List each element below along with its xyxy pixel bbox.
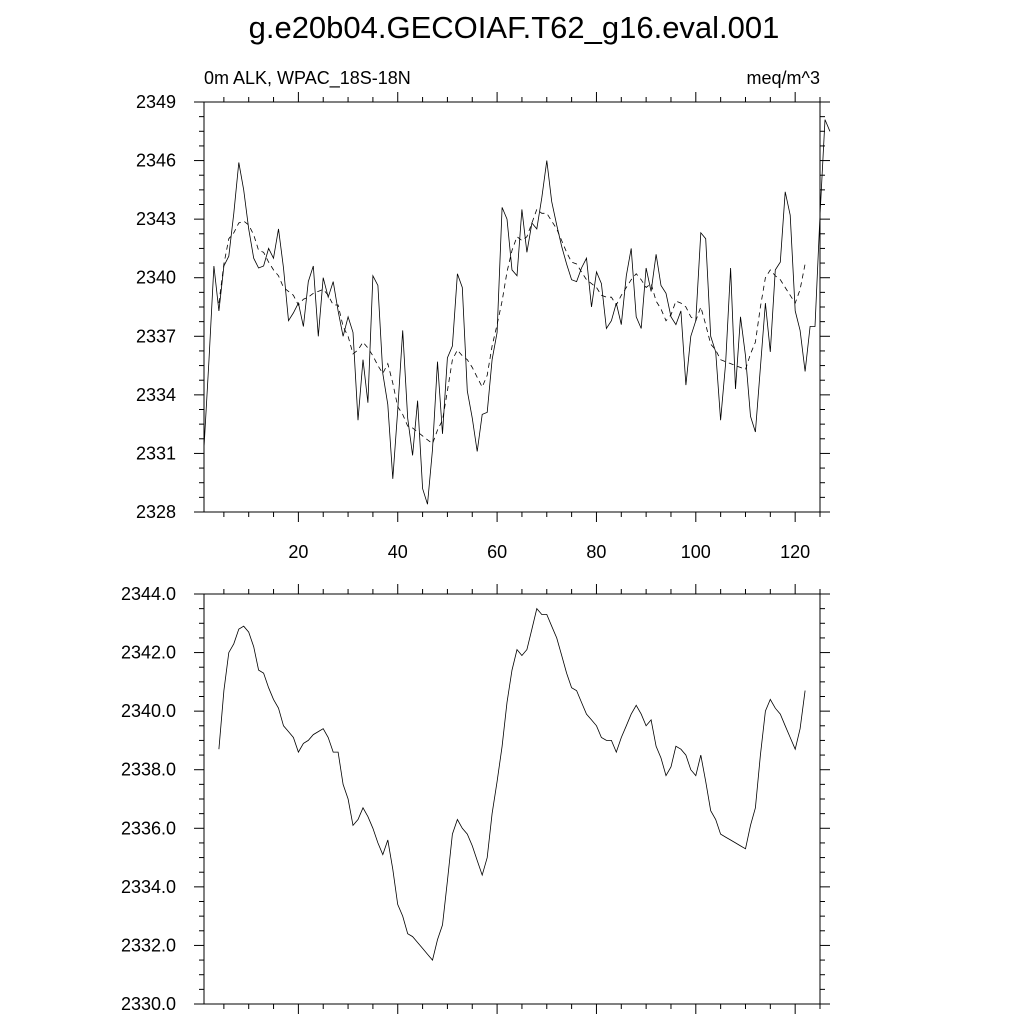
- series-line-solid: [203, 119, 831, 505]
- y-tick-label: 2349: [136, 92, 176, 112]
- y-tick-label: 2346: [136, 151, 176, 171]
- plot-frame: [203, 593, 821, 1005]
- bottom-plot-panel: 2330.0 2332.0 2334.0 2336.0 2338.0 2340.0 2342…: [121, 584, 830, 1014]
- y-tick-label: 2332.0: [121, 935, 176, 955]
- y-tick-label: 2334.0: [121, 877, 176, 897]
- y-tick-label: 2343: [136, 209, 176, 229]
- y-tick-label: 2336.0: [121, 818, 176, 838]
- top-plot-panel: 2328 2331 2334 2337 2340 2343 2346 2349 20 40 60 80…: [136, 92, 831, 562]
- x-tick-label: 120: [780, 542, 810, 562]
- x-tick-label: 20: [288, 542, 308, 562]
- series-line-solid: [218, 607, 806, 961]
- figure-title: g.e20b04.GECOIAF.T62_g16.eval.001: [249, 10, 780, 45]
- y-tick-label: 2334: [136, 385, 176, 405]
- y-tick-label: 2328: [136, 502, 176, 522]
- y-tick-label: 2340: [136, 268, 176, 288]
- right-subtitle: meq/m^3: [747, 68, 820, 88]
- y-tick-label: 2342.0: [121, 643, 176, 663]
- x-tick-label: 100: [681, 542, 711, 562]
- y-tick-label: 2344.0: [121, 584, 176, 604]
- y-tick-label: 2331: [136, 443, 176, 463]
- y-tick-label: 2338.0: [121, 760, 176, 780]
- left-subtitle: 0m ALK, WPAC_18S-18N: [204, 68, 411, 89]
- x-tick-label: 80: [586, 542, 606, 562]
- series-line-dashed: [218, 208, 806, 445]
- x-tick-label: 60: [487, 542, 507, 562]
- x-tick-label: 40: [388, 542, 408, 562]
- y-tick-label: 2337: [136, 326, 176, 346]
- y-tick-label: 2330.0: [121, 994, 176, 1014]
- y-tick-label: 2340.0: [121, 701, 176, 721]
